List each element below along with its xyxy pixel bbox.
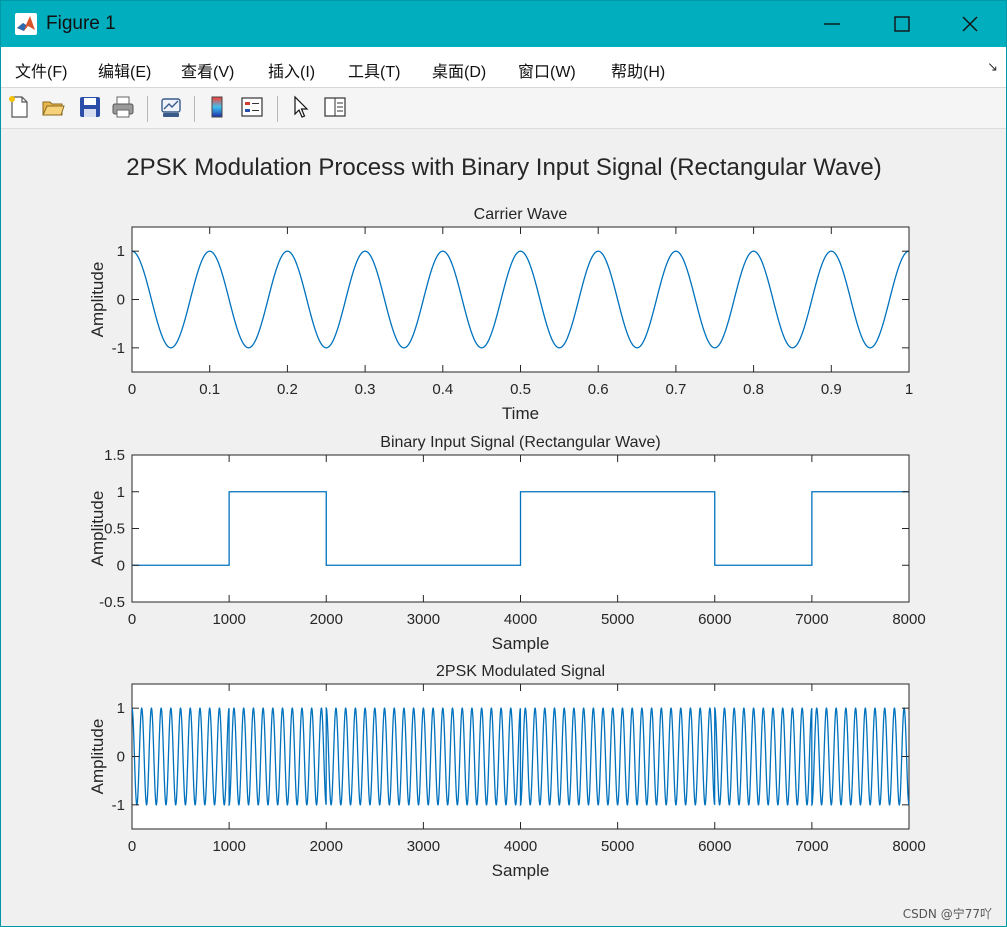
subplot-1: 0 0.1 0.2 0.3 0.4 0.5 0.6 0.7 0.8 0.9 1 -1 0 1 Carrier… xyxy=(88,206,913,423)
y-tick-label: 0.5 xyxy=(104,521,125,538)
x-tick-label: 0.3 xyxy=(355,381,376,398)
subplot-title: 2PSK Modulated Signal xyxy=(436,663,605,680)
menu-file[interactable]: 文件(F) xyxy=(15,64,68,81)
save-icon[interactable] xyxy=(78,95,102,119)
insert-colorbar-icon[interactable] xyxy=(205,95,229,119)
x-tick-label: 0.8 xyxy=(743,381,764,398)
y-tick-label: 1.5 xyxy=(104,447,125,464)
x-tick-label: 8000 xyxy=(892,838,925,855)
series-line xyxy=(131,250,910,349)
x-tick-label: 0.1 xyxy=(199,381,220,398)
csdn-watermark: CSDN @宁77吖 xyxy=(902,907,992,921)
property-inspector-icon[interactable] xyxy=(323,95,347,119)
menu-help[interactable]: 帮助(H) xyxy=(611,64,666,81)
x-tick-label: 3000 xyxy=(407,838,440,855)
open-file-icon[interactable] xyxy=(41,95,65,119)
y-tick-label: 0 xyxy=(117,749,125,766)
y-axis-label: Amplitude xyxy=(88,262,107,338)
y-tick-label: 1 xyxy=(117,700,125,717)
menu-edit[interactable]: 编辑(E) xyxy=(98,64,152,81)
subplot-3: 0 1000 2000 3000 4000 5000 6000 7000 8000 -1 0 1 2PS… xyxy=(88,663,926,880)
x-axis-label: Sample xyxy=(492,634,550,653)
y-axis-label: Amplitude xyxy=(88,719,107,795)
menu-insert[interactable]: 插入(I) xyxy=(268,64,316,81)
y-tick-label: 0 xyxy=(117,557,125,574)
x-axis-label: Time xyxy=(502,404,539,423)
x-axis-label: Sample xyxy=(492,861,550,880)
x-tick-label: 7000 xyxy=(795,611,828,628)
x-tick-label: 0 xyxy=(128,611,136,628)
x-tick-label: 7000 xyxy=(795,838,828,855)
x-tick-label: 4000 xyxy=(504,838,537,855)
toolbar-separator xyxy=(194,96,195,122)
y-axis-label: Amplitude xyxy=(88,491,107,567)
x-tick-label: 4000 xyxy=(504,611,537,628)
edit-plot-pointer-icon[interactable] xyxy=(289,95,313,119)
menu-view[interactable]: 查看(V) xyxy=(181,64,235,81)
series-line xyxy=(131,706,910,807)
insert-legend-icon[interactable] xyxy=(240,95,264,119)
close-button[interactable] xyxy=(947,1,993,47)
x-tick-label: 6000 xyxy=(698,611,731,628)
y-tick-label: 0 xyxy=(117,292,125,309)
x-tick-label: 8000 xyxy=(892,611,925,628)
x-tick-label: 6000 xyxy=(698,838,731,855)
subplot-title: Binary Input Signal (Rectangular Wave) xyxy=(380,434,660,451)
subplot-title: Carrier Wave xyxy=(474,206,568,223)
y-tick-label: 1 xyxy=(117,243,125,260)
maximize-button[interactable] xyxy=(879,1,925,47)
window-title: Figure 1 xyxy=(46,13,116,34)
x-tick-label: 0.2 xyxy=(277,381,298,398)
axes-box xyxy=(131,226,910,373)
x-tick-label: 0.4 xyxy=(432,381,453,398)
y-tick-label: 1 xyxy=(117,484,125,501)
y-tick-label: -1 xyxy=(112,340,125,357)
toolbar-separator xyxy=(277,96,278,122)
close-icon xyxy=(962,16,978,32)
minimize-icon xyxy=(824,23,840,25)
x-tick-label: 0.5 xyxy=(510,381,531,398)
x-tick-label: 5000 xyxy=(601,611,634,628)
new-figure-icon[interactable] xyxy=(7,95,31,119)
menu-desktop[interactable]: 桌面(D) xyxy=(432,64,487,81)
title-bar[interactable]: Figure 1 xyxy=(1,1,1006,47)
x-tick-label: 1 xyxy=(905,381,913,398)
x-tick-label: 0 xyxy=(128,381,136,398)
subplots-group: 0 0.1 0.2 0.3 0.4 0.5 0.6 0.7 0.8 0.9 1 -1 0 1 Carrier… xyxy=(88,206,926,880)
menu-overflow-arrow-icon[interactable]: ↘ xyxy=(987,59,998,74)
subplot-2: 0 1000 2000 3000 4000 5000 6000 7000 8000-0.500.… xyxy=(88,434,926,653)
x-tick-label: 2000 xyxy=(310,611,343,628)
menu-window[interactable]: 窗口(W) xyxy=(518,64,576,81)
menu-tools[interactable]: 工具(T) xyxy=(348,64,401,81)
x-tick-label: 1000 xyxy=(212,838,245,855)
figure-canvas: 2PSK Modulation Process with Binary Inpu… xyxy=(1,129,1006,926)
figure-svg: 2PSK Modulation Process with Binary Inpu… xyxy=(88,154,926,880)
x-tick-label: 5000 xyxy=(601,838,634,855)
x-tick-label: 0.6 xyxy=(588,381,609,398)
link-plot-icon[interactable] xyxy=(159,95,183,119)
print-icon[interactable] xyxy=(111,95,135,119)
y-tick-label: -1 xyxy=(112,797,125,814)
figure-toolbar xyxy=(1,88,1006,129)
series-line xyxy=(132,491,909,566)
toolbar-separator xyxy=(147,96,148,122)
minimize-button[interactable] xyxy=(809,1,855,47)
x-tick-label: 1000 xyxy=(212,611,245,628)
maximize-icon xyxy=(894,16,910,32)
y-tick-label: -0.5 xyxy=(99,594,125,611)
x-tick-label: 0.9 xyxy=(821,381,842,398)
figure-suptitle: 2PSK Modulation Process with Binary Inpu… xyxy=(126,154,881,181)
menu-bar: 文件(F) 编辑(E) 查看(V) 插入(I) 工具(T) 桌面(D) 窗口(W… xyxy=(1,47,1006,88)
x-tick-label: 2000 xyxy=(310,838,343,855)
x-tick-label: 0.7 xyxy=(665,381,686,398)
x-tick-label: 0 xyxy=(128,838,136,855)
x-tick-label: 3000 xyxy=(407,611,440,628)
matlab-logo-icon xyxy=(15,13,37,35)
